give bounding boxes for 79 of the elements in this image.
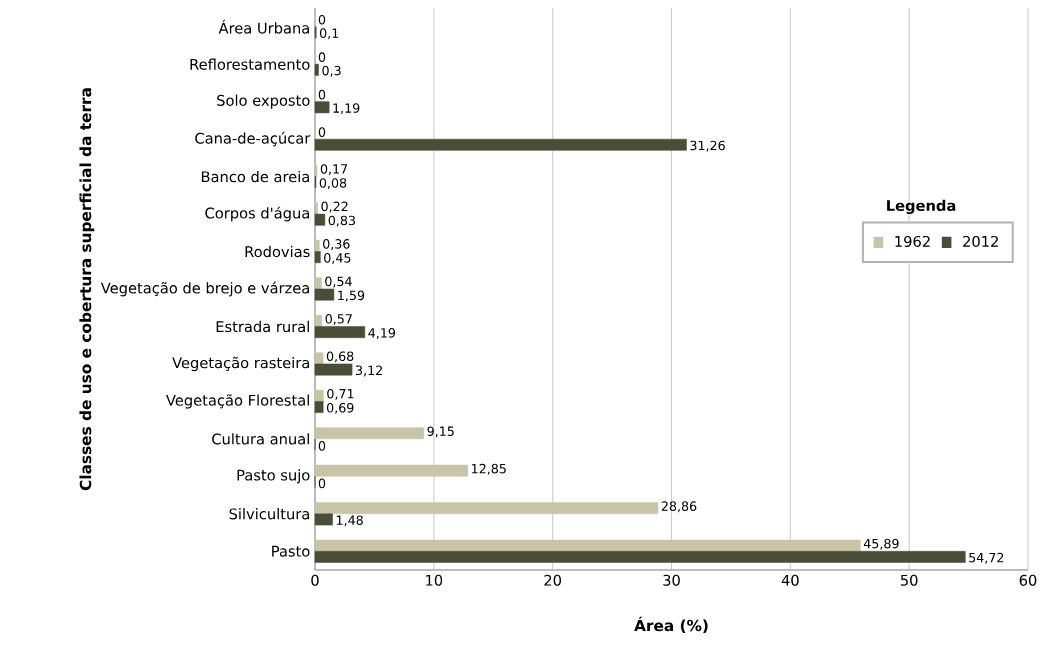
data-label: 0,71 <box>327 388 354 400</box>
y-tick-label: Pasto <box>272 545 310 557</box>
y-tick-label: Vegetação Florestal <box>166 394 309 409</box>
y-tick-label: Vegetação rasteira <box>172 356 309 372</box>
data-label: 1,59 <box>338 290 365 302</box>
data-label: 0,54 <box>325 276 352 288</box>
x-tick-label: 40 <box>781 574 799 586</box>
data-label: 3,12 <box>355 365 382 377</box>
y-tick-label: Cultura anual <box>212 433 309 445</box>
bar <box>314 251 321 264</box>
data-label: 0,83 <box>328 215 355 227</box>
data-label: 28,86 <box>661 501 697 513</box>
y-tick-label: Silvicultura <box>229 508 309 520</box>
data-label: 0 <box>318 89 326 100</box>
data-label: 0 <box>318 127 326 137</box>
data-label: 0,57 <box>325 314 352 325</box>
data-label: 45,89 <box>863 538 899 550</box>
data-label: 0,36 <box>323 239 350 250</box>
y-tick-label: Solo exposto <box>217 94 310 109</box>
bar <box>314 539 861 552</box>
y-tick-label: Estrada rural <box>216 320 309 333</box>
x-tick-label: 20 <box>544 574 562 586</box>
bar <box>314 240 320 252</box>
data-label: 4,19 <box>368 328 396 339</box>
bar <box>314 513 333 526</box>
bar <box>314 165 318 177</box>
y-tick-label: Área Urbana <box>218 19 309 34</box>
data-label: 0,1 <box>319 28 339 40</box>
x-axis-title: Área (%) <box>634 616 708 634</box>
data-label: 31,26 <box>690 140 725 152</box>
legend-title: Legenda <box>887 199 956 215</box>
bar <box>314 363 353 376</box>
data-label: 0,69 <box>326 402 354 414</box>
x-tick-label: 60 <box>1019 574 1037 586</box>
data-label: 0 <box>318 52 326 62</box>
bar <box>314 502 659 515</box>
bar <box>314 352 324 365</box>
bar <box>314 101 330 114</box>
y-axis-title: Classes de uso e cobertura superficial da terra <box>79 88 95 491</box>
data-label: 9,15 <box>427 426 454 438</box>
x-tick-label: 50 <box>900 574 918 586</box>
bar <box>314 389 324 402</box>
bar <box>314 551 966 563</box>
legend-label: 2012 <box>963 235 998 247</box>
y-tick-label: Rodovias <box>245 245 310 258</box>
y-tick-label: Reflorestamento <box>190 58 310 70</box>
bar <box>314 326 366 338</box>
data-label: 0,08 <box>319 178 347 190</box>
bar <box>314 277 322 290</box>
bar <box>314 401 324 413</box>
data-label: 0,45 <box>324 253 351 264</box>
bar <box>314 314 323 327</box>
x-tick-label: 30 <box>663 574 680 586</box>
data-label: 0,68 <box>326 351 354 363</box>
data-label: 0 <box>318 14 326 25</box>
bar <box>314 427 425 440</box>
x-tick-label: 10 <box>426 574 443 586</box>
bar <box>314 138 687 151</box>
data-label: 1,19 <box>333 103 360 115</box>
data-label: 54,72 <box>969 552 1004 564</box>
data-label: 0,3 <box>322 65 341 77</box>
bar <box>314 202 318 215</box>
y-tick-label: Pasto sujo <box>237 469 310 484</box>
y-tick-label: Corpos d'água <box>205 206 309 222</box>
bar <box>314 63 319 76</box>
data-label: 0,17 <box>320 164 348 175</box>
data-label: 1,48 <box>336 515 363 527</box>
y-tick-label: Vegetação de brejo e várzea <box>100 281 309 297</box>
data-label: 0 <box>318 441 326 451</box>
data-label: 0,22 <box>321 201 348 213</box>
y-tick-label: Cana-de-açúcar <box>195 131 311 147</box>
bar <box>314 213 326 226</box>
legend-label: 1962 <box>895 235 930 247</box>
data-label: 0 <box>318 478 326 489</box>
bar <box>314 288 335 301</box>
y-tick-label: Banco de areia <box>201 170 309 183</box>
data-label: 12,85 <box>472 463 506 475</box>
x-tick-label: 0 <box>311 574 319 586</box>
bar <box>314 464 468 477</box>
